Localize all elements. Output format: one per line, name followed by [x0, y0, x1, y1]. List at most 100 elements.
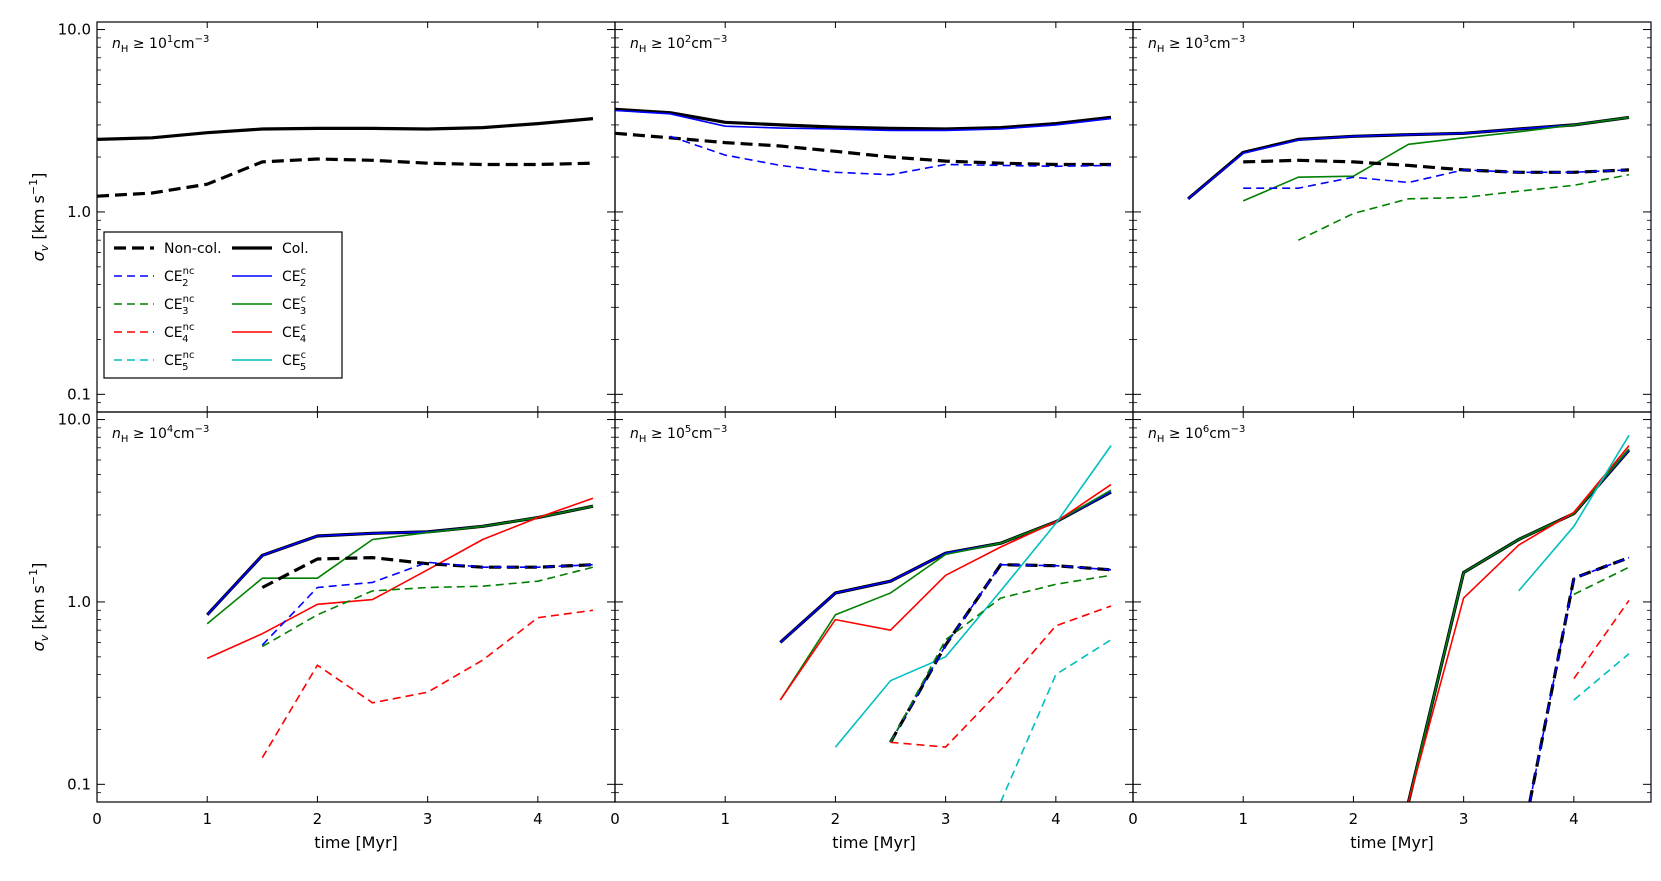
series-line-ce3c: [1242, 116, 1630, 202]
legend-entry-nc: Non-col.: [114, 241, 222, 257]
legend-entry-nc4: CEnc 4: [114, 322, 194, 345]
series-line-ce4c: [206, 497, 594, 660]
series-line-ce3nc: [1573, 566, 1630, 596]
legend-entry-nc3: CEnc 3: [114, 294, 194, 317]
panel-title: nH ≥ 102cm−3: [630, 34, 727, 55]
series-line-ce3c: [779, 489, 1112, 701]
legend-label: CEnc 5: [164, 350, 194, 373]
x-tick-label: 0: [610, 810, 620, 828]
panel-3: nH ≥ 103cm−3: [1132, 21, 1652, 413]
panel-title: nH ≥ 106cm−3: [1148, 424, 1245, 445]
series-line-ce4nc: [1573, 599, 1630, 680]
y-tick-label: 10.0: [58, 21, 91, 39]
x-tick-label: 0: [92, 810, 102, 828]
legend-box: [103, 231, 343, 379]
series-line-non-col-: [97, 157, 594, 198]
series-line-ce2nc: [261, 561, 594, 646]
series-line-ce4c: [1407, 445, 1630, 802]
series-line-ce2nc: [669, 135, 1112, 176]
series-line-non-col-: [615, 131, 1111, 167]
series-line-ce4nc: [890, 605, 1112, 748]
legend-entry-c3: CEc 3: [232, 294, 306, 317]
panel-frame: [1132, 411, 1652, 803]
panel-title: nH ≥ 101cm−3: [112, 34, 209, 55]
legend-entry-c5: CEc 5: [232, 350, 306, 373]
x-axis-label: time [Myr]: [832, 833, 916, 852]
legend-label: CEnc 4: [164, 322, 194, 345]
legend-label: CEnc 2: [164, 266, 194, 289]
series-line-ce5nc: [1573, 653, 1630, 701]
y-tick-label: 1.0: [67, 593, 91, 611]
series-line-ce2c: [1187, 116, 1630, 200]
panel-frame: [1132, 21, 1652, 413]
x-tick-label: 2: [1349, 810, 1359, 828]
series-line-ce2nc: [1243, 169, 1630, 189]
legend-label: CEc 4: [282, 322, 306, 345]
legend-label: CEc 3: [282, 294, 306, 317]
series-line-ce2c: [1407, 449, 1630, 802]
x-tick-label: 3: [941, 810, 951, 828]
x-tick-label: 2: [831, 810, 841, 828]
y-tick-label: 0.1: [67, 775, 91, 793]
x-tick-label: 1: [1238, 810, 1248, 828]
series-line-ce5nc: [999, 639, 1112, 802]
panel-title: nH ≥ 103cm−3: [1148, 34, 1245, 55]
series-line-ce3nc: [1297, 173, 1630, 241]
legend-label: Col.: [282, 241, 309, 257]
series-line-col-: [97, 117, 594, 141]
series-line-col-: [615, 107, 1112, 131]
x-tick-label: 1: [202, 810, 212, 828]
legend-entry-c: Col.: [232, 241, 309, 257]
panel-1: 0.1 1.0 10.0 nH ≥ 101cm−3 σv [km s−1]: [27, 21, 616, 413]
series-line-non-col-: [1528, 556, 1630, 802]
legend: Non-col. Col. CEnc 2 CEc 2 CEnc 3 CEc 3 CEnc 4 CEc 4 C…: [103, 231, 343, 379]
panel-6-series: [1406, 434, 1631, 802]
x-axis-label: time [Myr]: [1350, 833, 1434, 852]
x-tick-label: 2: [313, 810, 323, 828]
series-line-non-col-: [1243, 158, 1630, 174]
x-tick-label: 4: [1051, 810, 1061, 828]
x-tick-label: 0: [1128, 810, 1138, 828]
series-line-ce5c: [834, 445, 1112, 748]
series-line-ce2nc: [1529, 556, 1630, 802]
series-line-ce3nc: [261, 566, 594, 648]
series-line-ce5c: [1518, 434, 1630, 592]
x-tick-label: 4: [1569, 810, 1579, 828]
panel-2: nH ≥ 102cm−3: [614, 21, 1134, 413]
legend-entry-nc5: CEnc 5: [114, 350, 194, 373]
panel-5-series: [779, 445, 1112, 802]
x-tick-label: 3: [423, 810, 433, 828]
panel-frame: [614, 411, 1134, 803]
legend-entry-nc2: CEnc 2: [114, 266, 194, 289]
panel-5: 0 1 2 3 4 nH ≥ 105cm−3 time [Myr]: [610, 411, 1134, 852]
panel-4: 0 1 2 3 4 0.1 1.0 10.0 nH ≥ 104cm−3 time [Myr] σv …: [27, 411, 616, 852]
panels: 0.1 1.0 10.0 nH ≥ 101cm−3 σv [km s−1] nH ≥ 10…: [27, 21, 1652, 852]
panel-frame: [96, 411, 616, 803]
series-line-ce3c: [1407, 448, 1630, 802]
panel-6: 0 1 2 3 4 nH ≥ 106cm−3 time [Myr]: [1128, 411, 1652, 852]
series-line-col-: [1406, 449, 1631, 802]
y-axis-label: σv [km s−1]: [27, 563, 51, 652]
x-tick-label: 1: [720, 810, 730, 828]
panel-3-series: [1187, 115, 1630, 241]
panel-title: nH ≥ 105cm−3: [630, 424, 727, 445]
y-tick-label: 0.1: [67, 385, 91, 403]
legend-entry-c4: CEc 4: [232, 322, 306, 345]
series-line-ce3c: [206, 505, 594, 625]
legend-label: CEc 5: [282, 350, 306, 373]
y-axis-label: σv [km s−1]: [27, 173, 51, 262]
panel-frame: [614, 21, 1134, 413]
panel-1-series: [97, 117, 594, 198]
series-line-ce2nc: [889, 563, 1112, 743]
panel-title: nH ≥ 104cm−3: [112, 424, 209, 445]
panel-2-series: [615, 107, 1112, 176]
panel-4-series: [206, 497, 594, 759]
legend-label: Non-col.: [164, 241, 222, 257]
legend-entry-c2: CEc 2: [232, 266, 306, 289]
y-tick-label: 10.0: [58, 411, 91, 429]
series-line-ce4c: [779, 483, 1112, 701]
series-line-ce3nc: [889, 574, 1112, 743]
series-line-ce2c: [615, 109, 1112, 132]
legend-label: CEnc 3: [164, 294, 194, 317]
